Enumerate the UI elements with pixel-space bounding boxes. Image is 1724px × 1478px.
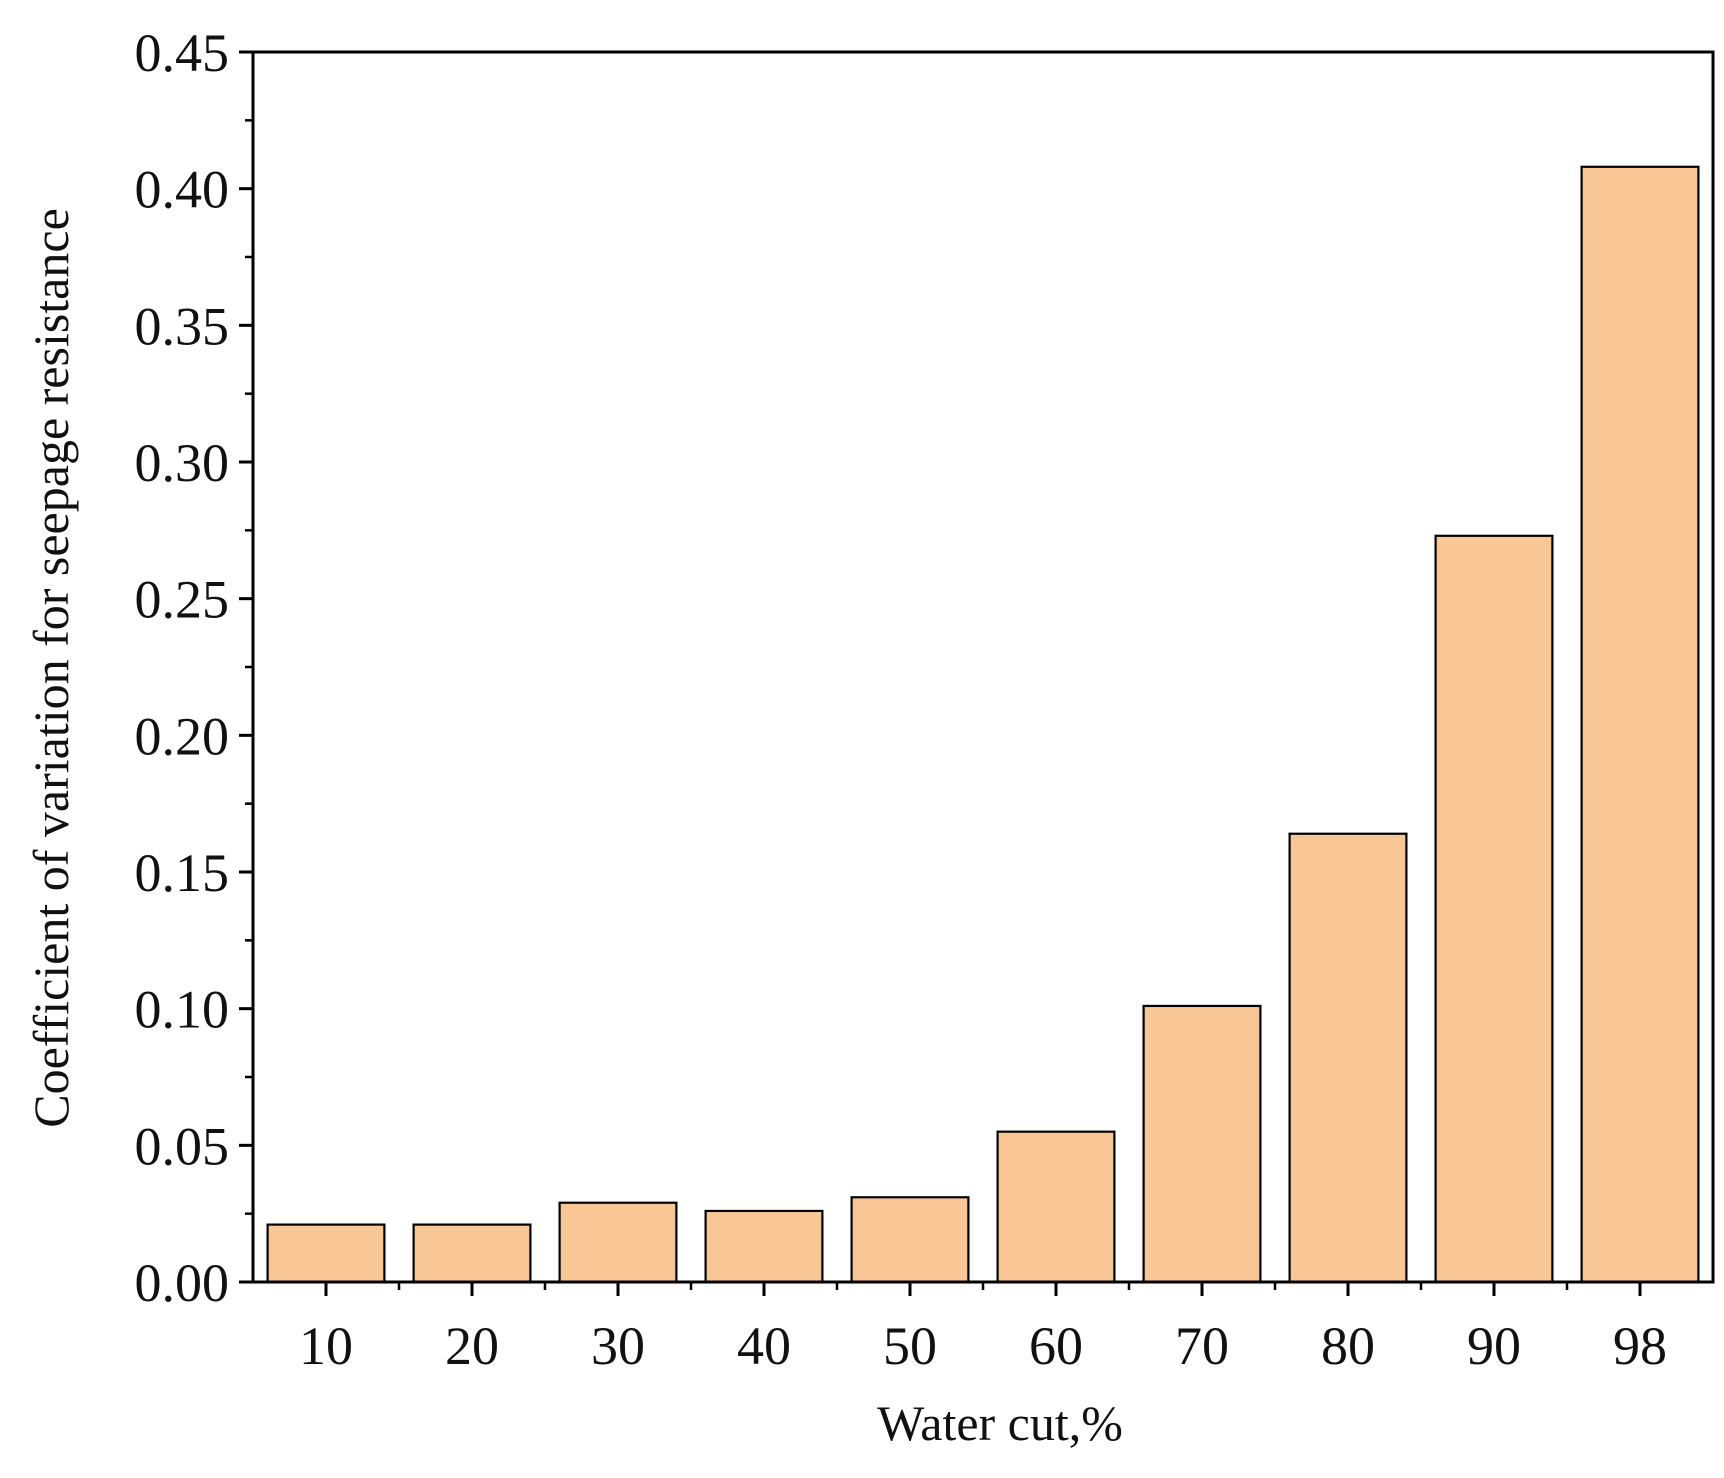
bar-10	[266, 1223, 386, 1284]
y-tick-label: 0.35	[135, 296, 230, 356]
bar-98	[1580, 165, 1700, 1284]
x-tick-label: 60	[1029, 1316, 1083, 1376]
bar-40	[704, 1209, 824, 1284]
y-tick-label: 0.20	[135, 706, 230, 766]
x-tick-label: 80	[1321, 1316, 1375, 1376]
y-axis-title: Coefficient of variation for seepage res…	[23, 208, 79, 1128]
x-tick-label: 10	[299, 1316, 353, 1376]
y-tick-label: 0.40	[135, 160, 230, 220]
bar-80	[1288, 832, 1408, 1284]
x-tick-label: 98	[1613, 1316, 1667, 1376]
bar-60	[996, 1130, 1116, 1284]
y-tick-label: 0.05	[135, 1116, 230, 1176]
x-axis-title: Water cut,%	[877, 1395, 1123, 1451]
x-tick-label: 20	[445, 1316, 499, 1376]
bar-70	[1142, 1004, 1262, 1284]
y-tick-label: 0.15	[135, 843, 230, 903]
bars-layer	[266, 165, 1700, 1284]
y-tick-label: 0.30	[135, 433, 230, 493]
x-tick-label: 90	[1467, 1316, 1521, 1376]
bar-90	[1434, 534, 1554, 1284]
x-tick-label: 50	[883, 1316, 937, 1376]
y-tick-label: 0.10	[135, 980, 230, 1040]
x-tick-label: 30	[591, 1316, 645, 1376]
bar-20	[412, 1223, 532, 1284]
x-tick-label: 70	[1175, 1316, 1229, 1376]
y-tick-label: 0.45	[135, 23, 230, 83]
bar-50	[850, 1196, 970, 1284]
bar-30	[558, 1201, 678, 1284]
y-tick-label: 0.00	[135, 1253, 230, 1313]
y-tick-label: 0.25	[135, 570, 230, 630]
ticks-layer: 0.00 0.05 0.10 0.15 0.20 0.25 0.30 0.35 0.40 0.45…	[135, 23, 1668, 1376]
x-tick-label: 40	[737, 1316, 791, 1376]
